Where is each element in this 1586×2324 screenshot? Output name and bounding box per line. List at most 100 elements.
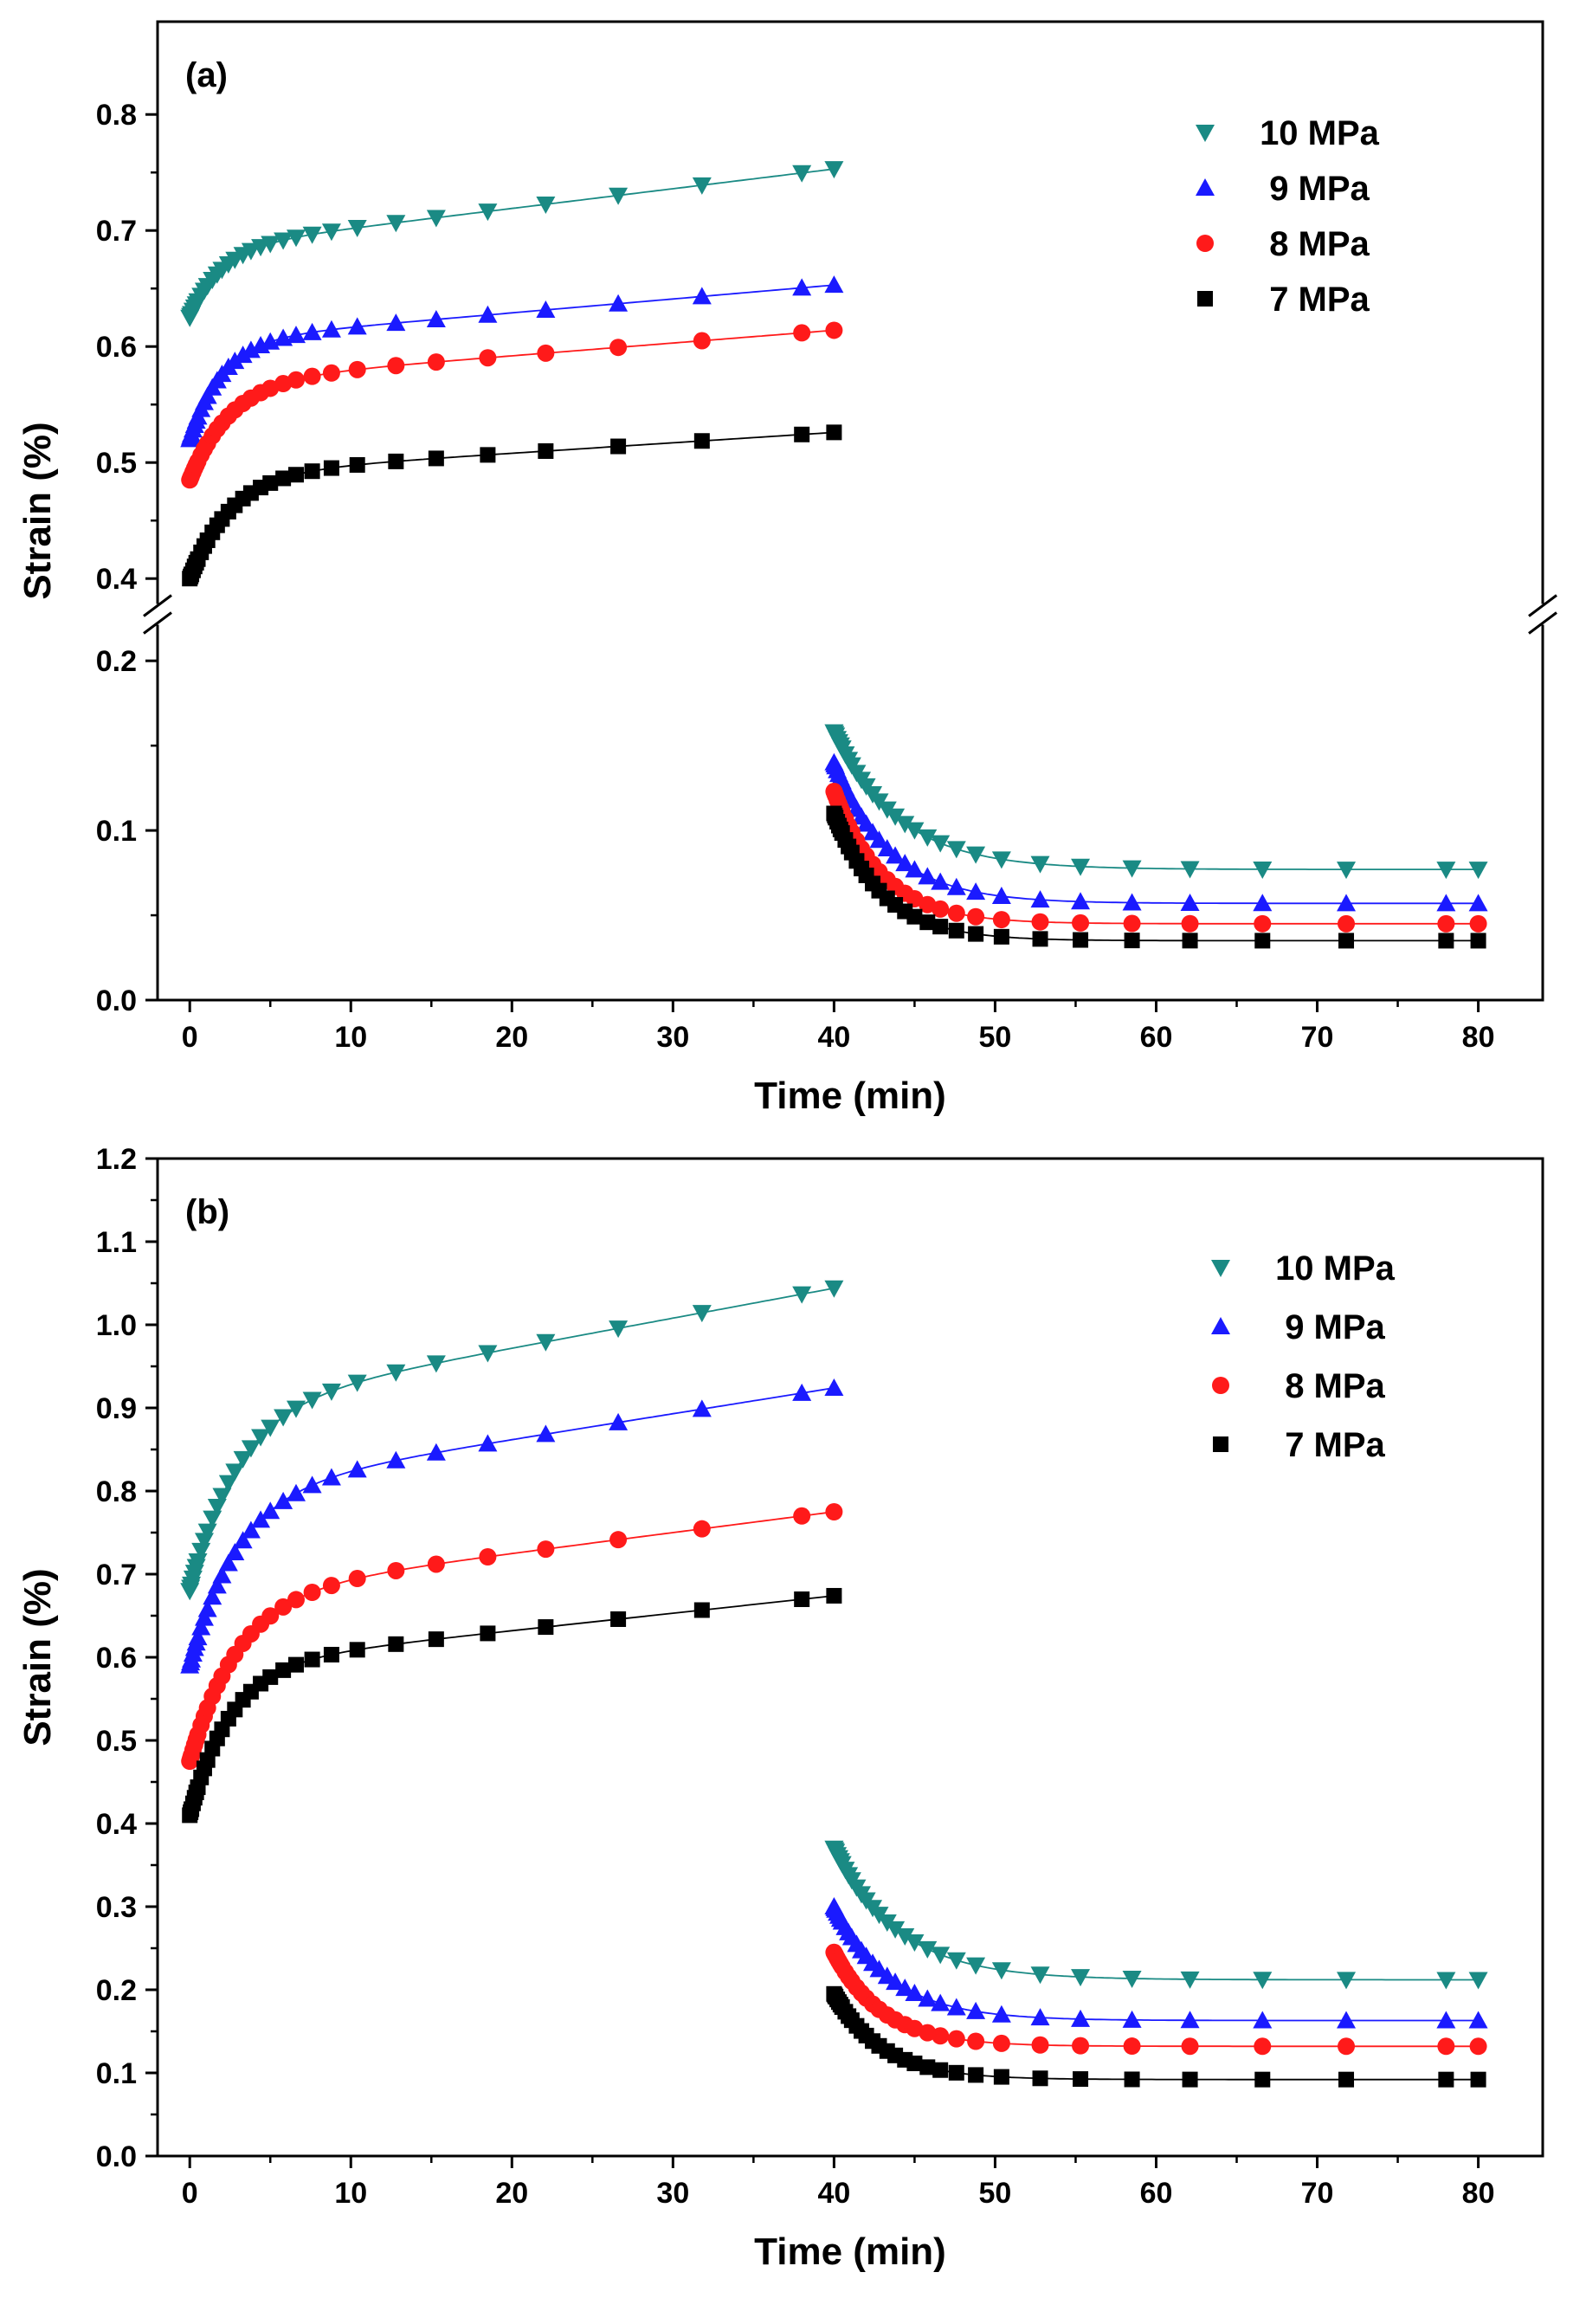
data-point — [693, 1602, 710, 1618]
data-point — [536, 196, 556, 214]
data-point — [1468, 894, 1488, 912]
legend-marker — [1213, 1436, 1228, 1452]
data-point — [304, 463, 320, 480]
legend-label: 10 MPa — [1275, 1249, 1396, 1288]
data-point — [287, 1591, 305, 1609]
data-point — [1438, 2071, 1454, 2088]
data-point — [479, 349, 497, 367]
data-point — [323, 460, 339, 476]
data-point — [692, 287, 712, 305]
data-point — [288, 1656, 304, 1673]
data-point — [993, 928, 1009, 945]
data-point — [1180, 894, 1200, 912]
data-point — [349, 456, 365, 473]
data-point — [349, 1642, 365, 1658]
data-point — [387, 1561, 405, 1579]
legend-label: 9 MPa — [1269, 170, 1370, 208]
data-point — [1182, 2071, 1198, 2088]
data-point — [931, 872, 951, 890]
data-point — [1030, 1966, 1050, 1985]
data-point — [303, 367, 321, 385]
data-point — [610, 1611, 627, 1627]
y-tick-label: 0.5 — [96, 1725, 137, 1758]
panel-b-chart: 0 10 20 30 40 50 60 70 80 0.0 0.1 0.2 0.3 0.4 0.5 0.6 0.… — [16, 1143, 1544, 2273]
data-point — [274, 232, 293, 250]
y-tick-label: 0.1 — [96, 2057, 137, 2090]
data-point — [1124, 933, 1140, 949]
data-point — [1031, 913, 1049, 931]
x-tick-label: 50 — [979, 2177, 1012, 2210]
data-point — [948, 922, 964, 939]
data-point — [895, 1927, 915, 1946]
data-point — [991, 2004, 1011, 2023]
data-point — [287, 371, 305, 389]
y-tick-label: 1.1 — [96, 1226, 137, 1259]
data-point — [321, 1468, 341, 1486]
data-point — [931, 1946, 951, 1965]
data-point — [793, 324, 811, 342]
data-point — [1073, 2071, 1089, 2088]
data-point — [1254, 2071, 1271, 2088]
x-tick-label: 50 — [979, 1021, 1012, 1054]
data-point — [1032, 931, 1048, 947]
data-point — [536, 300, 556, 318]
data-point — [693, 332, 711, 350]
data-point — [966, 846, 986, 864]
series-10-mpa — [180, 1280, 1488, 1990]
data-point — [992, 2034, 1010, 2052]
data-point — [303, 1584, 321, 1602]
data-point — [918, 867, 938, 885]
y-axis-title: Strain (%) — [16, 1568, 59, 1746]
data-point — [427, 353, 445, 371]
data-point — [197, 1523, 217, 1541]
data-point — [386, 313, 406, 332]
data-point — [1123, 2037, 1141, 2056]
data-point — [274, 1409, 293, 1427]
legend: 10 MPa 9 MPa 8 MPa 7 MPa — [1196, 114, 1380, 319]
data-point — [886, 846, 906, 864]
data-point — [191, 1617, 211, 1636]
data-point — [1438, 933, 1454, 949]
legend-marker — [1211, 1260, 1230, 1277]
data-point — [478, 305, 498, 323]
data-point — [1122, 1970, 1142, 1988]
series-7-mpa — [182, 1587, 1486, 2088]
data-point — [1253, 2011, 1273, 2029]
x-tick-label: 60 — [1140, 2177, 1173, 2210]
data-point — [1338, 2037, 1356, 2056]
data-point — [274, 1491, 293, 1509]
axis-break-gap — [145, 604, 170, 625]
data-point — [968, 926, 984, 942]
data-point — [1180, 2011, 1200, 2029]
data-point — [993, 2069, 1009, 2085]
data-point — [1071, 2009, 1091, 2027]
data-point — [241, 340, 261, 358]
data-point — [225, 1463, 245, 1482]
y-tick-label: 0.9 — [96, 1392, 137, 1425]
data-point — [261, 1501, 280, 1520]
data-point — [1032, 2070, 1048, 2087]
data-point — [692, 1399, 712, 1417]
data-point — [932, 919, 949, 935]
data-point — [251, 1429, 271, 1447]
data-point — [1254, 914, 1272, 933]
data-point — [609, 1531, 628, 1549]
data-point — [991, 1962, 1011, 1980]
data-point — [426, 1443, 446, 1461]
data-point — [1122, 2010, 1142, 2028]
data-point — [287, 326, 306, 344]
data-point — [233, 1450, 253, 1469]
data-point — [233, 1531, 253, 1549]
data-point — [322, 1577, 340, 1595]
data-point — [1468, 2011, 1488, 2029]
data-point — [946, 877, 966, 895]
data-point — [932, 2027, 950, 2045]
data-point — [478, 1434, 498, 1452]
data-point — [1123, 914, 1141, 933]
data-point — [792, 1286, 812, 1304]
data-point — [1338, 933, 1355, 949]
series-7-mpa — [182, 424, 1486, 949]
y-tick-label: 0.8 — [96, 1475, 137, 1508]
data-point — [932, 900, 950, 918]
